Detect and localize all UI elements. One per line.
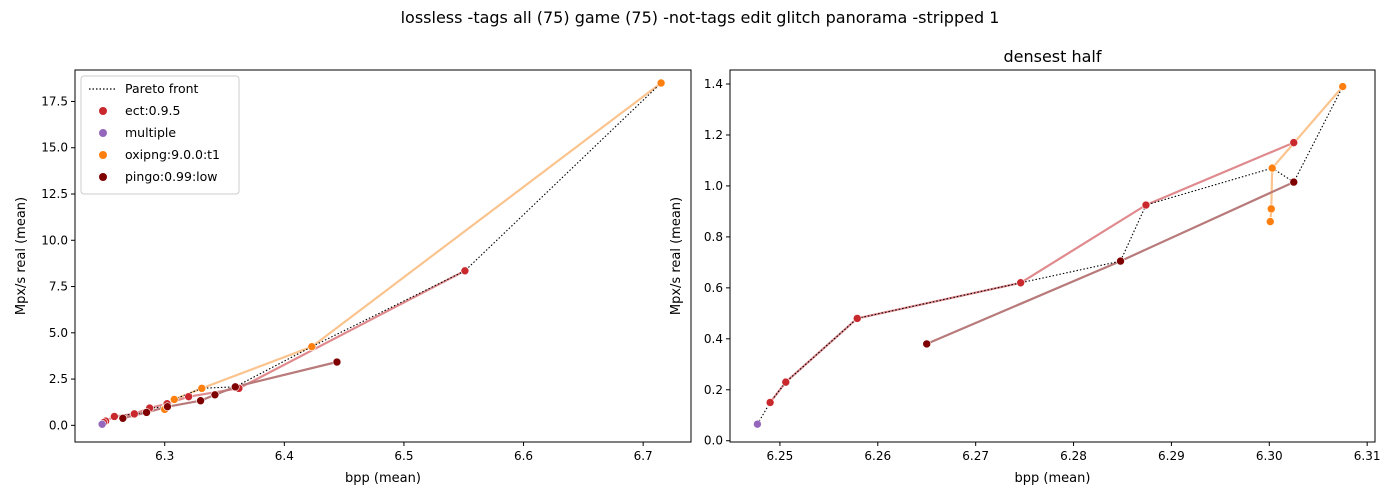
plot-area bbox=[753, 82, 1348, 429]
legend-dot-swatch bbox=[99, 173, 107, 181]
data-point bbox=[1289, 138, 1299, 147]
data-point bbox=[110, 412, 119, 421]
data-point bbox=[753, 419, 762, 429]
legend-label: oxipng:9.0.0:t1 bbox=[125, 147, 220, 162]
legend-label: pingo:0.99:low bbox=[125, 169, 218, 184]
y-tick-label: 1.0 bbox=[704, 179, 723, 193]
legend-dot-swatch bbox=[99, 151, 107, 159]
series-line bbox=[103, 269, 466, 424]
legend-box bbox=[80, 75, 240, 195]
panel-1: 6.3 6.4 6.5 6.6 6.7 0.0 2.5 5.0 7.5 10.0 12.5 15.0 1… bbox=[14, 69, 692, 486]
data-point bbox=[1116, 256, 1125, 266]
panel-title: densest half bbox=[1003, 47, 1101, 66]
y-tick-label: 7.5 bbox=[49, 280, 68, 294]
panel-2: 6.25 6.26 6.27 6.28 6.29 6.30 6.31 0.0 0.2 0.4 0.6… bbox=[669, 47, 1381, 486]
axes-frame bbox=[729, 69, 1376, 443]
y-tick-label: 12.5 bbox=[41, 187, 68, 201]
y-tick-label: 5.0 bbox=[49, 326, 68, 340]
y-tick-label: 1.2 bbox=[704, 128, 723, 142]
y-axis-label: Mpx/s real (mean) bbox=[669, 197, 684, 315]
data-point bbox=[130, 409, 139, 419]
figure-title: lossless -tags all (75) game (75) -not-t… bbox=[400, 8, 1000, 27]
y-tick-label: 10.0 bbox=[41, 233, 68, 247]
y-tick-label: 0.6 bbox=[704, 281, 723, 295]
data-point bbox=[922, 339, 932, 349]
x-tick-label: 6.5 bbox=[394, 449, 413, 463]
x-tick-label: 6.3 bbox=[155, 449, 174, 463]
series-line bbox=[769, 141, 1295, 404]
y-tick-label: 0.0 bbox=[49, 418, 68, 432]
data-point bbox=[97, 419, 107, 429]
data-point bbox=[169, 395, 179, 404]
legend-dot-swatch bbox=[99, 107, 107, 115]
legend: Pareto front ect:0.9.5 multiple oxipng:9.0.… bbox=[80, 75, 240, 195]
data-point bbox=[197, 384, 207, 393]
pareto-front-line bbox=[756, 86, 1344, 425]
data-point bbox=[1338, 82, 1348, 91]
data-point bbox=[163, 402, 172, 411]
x-tick-label: 6.7 bbox=[634, 449, 653, 463]
x-tick-label: 6.6 bbox=[514, 449, 533, 463]
data-point bbox=[210, 390, 220, 400]
data-point bbox=[1141, 200, 1151, 210]
data-point bbox=[656, 78, 666, 88]
axes-frame bbox=[74, 69, 692, 443]
series-line bbox=[926, 181, 1295, 345]
data-point bbox=[307, 342, 317, 351]
data-point bbox=[1267, 163, 1277, 173]
x-tick-label: 6.4 bbox=[275, 449, 294, 463]
legend-label: multiple bbox=[125, 125, 176, 140]
data-point bbox=[765, 398, 775, 407]
data-point bbox=[184, 392, 193, 401]
data-point bbox=[1266, 204, 1276, 214]
x-tick-label: 6.27 bbox=[962, 449, 989, 463]
data-point bbox=[1016, 278, 1025, 288]
data-point bbox=[142, 408, 151, 417]
x-axis-label: bpp (mean) bbox=[345, 471, 421, 486]
x-tick-label: 6.26 bbox=[864, 449, 891, 463]
plot-area bbox=[97, 78, 666, 429]
y-tick-label: 17.5 bbox=[41, 94, 68, 108]
data-point bbox=[1289, 177, 1299, 187]
data-point bbox=[118, 414, 128, 423]
data-point bbox=[332, 357, 342, 367]
x-tick-label: 6.25 bbox=[767, 449, 794, 463]
y-tick-label: 0.4 bbox=[704, 332, 723, 346]
y-tick-label: 15.0 bbox=[41, 141, 68, 155]
x-tick-label: 6.31 bbox=[1354, 449, 1381, 463]
legend-label: ect:0.9.5 bbox=[125, 103, 180, 118]
y-tick-label: 1.4 bbox=[704, 77, 723, 91]
x-tick-label: 6.29 bbox=[1158, 449, 1185, 463]
legend-dot-swatch bbox=[99, 129, 107, 137]
legend-label: Pareto front bbox=[125, 81, 199, 96]
y-tick-label: 2.5 bbox=[49, 372, 68, 386]
data-point bbox=[196, 396, 205, 406]
data-point bbox=[230, 382, 240, 392]
x-tick-label: 6.28 bbox=[1060, 449, 1087, 463]
data-point bbox=[1265, 217, 1275, 226]
y-tick-label: 0.2 bbox=[704, 383, 723, 397]
series-line bbox=[1269, 85, 1344, 222]
y-axis-label: Mpx/s real (mean) bbox=[14, 197, 29, 315]
data-point bbox=[460, 266, 470, 276]
data-point bbox=[852, 314, 862, 323]
x-tick-label: 6.30 bbox=[1256, 449, 1283, 463]
y-tick-label: 0.8 bbox=[704, 230, 723, 244]
data-point bbox=[781, 377, 791, 387]
y-tick-label: 0.0 bbox=[704, 434, 723, 448]
x-axis-label: bpp (mean) bbox=[1015, 471, 1091, 486]
